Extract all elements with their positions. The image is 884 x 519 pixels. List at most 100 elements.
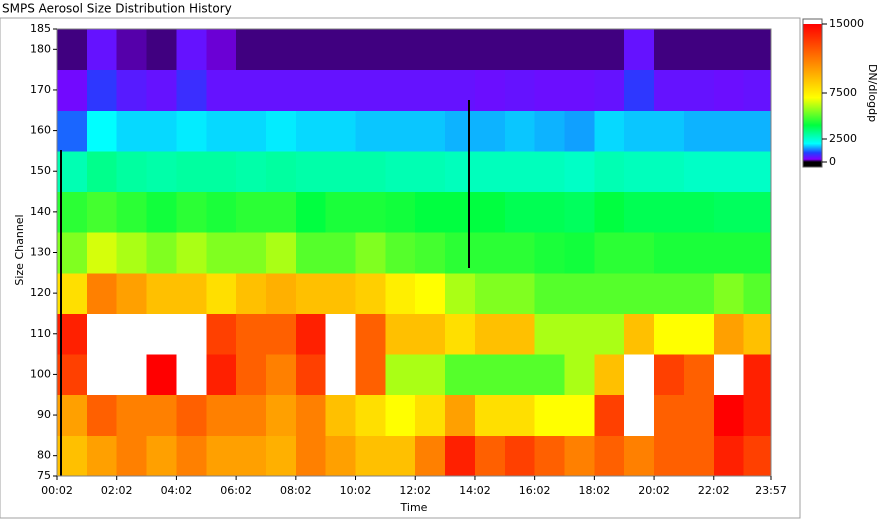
colorbar-strip [803,77,822,79]
heat-cell [116,354,148,396]
heat-cell [504,435,536,477]
heat-cell [474,435,506,477]
heat-cell [504,232,536,274]
heat-cell [713,69,745,111]
colorbar-strip [803,34,822,36]
heat-cell [504,69,536,111]
heat-cell [445,110,476,152]
heat-cell [713,394,745,436]
heat-cell [624,69,655,111]
colorbar-strip [803,140,822,142]
heat-cell [713,110,745,152]
heat-cell [713,191,745,233]
heat-cell [743,191,772,233]
heat-cell [445,354,476,396]
heat-cell [683,272,715,314]
heat-cell [355,232,386,274]
heat-cell [265,69,297,111]
heat-cell [176,29,207,71]
colorbar-strip [803,118,822,120]
heat-cell [534,110,566,152]
heat-cell [236,313,267,355]
colorbar-strip [803,103,822,105]
colorbar-strip [803,111,822,113]
colorbar-strip [803,86,822,88]
colorbar-strip [803,66,822,68]
heat-cell [295,29,327,71]
colorbar-strip [803,75,822,77]
heat-cell [116,110,148,152]
heat-cell [265,435,297,477]
colorbar-strip [803,95,822,97]
heat-cell [415,191,446,233]
heat-cell [265,191,297,233]
heat-cell [624,191,655,233]
heat-cell [445,313,476,355]
heat-cell [624,313,655,355]
colorbar-strip [803,149,822,151]
colorbar-strip [803,37,822,39]
heat-cell [474,354,506,396]
heat-cell [534,232,566,274]
colorbar-strip [803,160,822,162]
heat-cell [295,232,327,274]
x-tick-label: 20:02 [638,484,670,497]
x-tick-label: 22:02 [698,484,730,497]
heat-cell [743,435,772,477]
colorbar-strip [803,87,822,89]
colorbar-strip [803,85,822,87]
heat-cell [236,232,267,274]
colorbar-strip [803,109,822,111]
colorbar-strip [803,147,822,149]
colorbar-strip [803,132,822,134]
y-tick-label: 170 [30,83,51,96]
heat-cell [654,150,685,193]
colorbar-strip [803,100,822,102]
heat-cell [206,232,237,274]
colorbar-strip [803,112,822,114]
colorbar-strip [803,69,822,71]
heat-cell [176,272,207,314]
heat-cell [325,354,357,396]
colorbar-strip [803,53,822,55]
x-tick-label: 23:57 [755,484,787,497]
colorbar-strip [803,42,822,44]
colorbar-strip [803,157,822,159]
heat-cell [445,272,476,314]
heat-cell [146,29,177,71]
colorbar-strip [803,107,822,109]
heat-cell [385,313,416,355]
colorbar-strip [803,28,822,30]
heat-cell [534,150,566,193]
colorbar-strip [803,89,822,91]
heat-cell [743,29,772,71]
heat-cell [624,232,655,274]
heat-cell [206,313,237,355]
y-tick-label: 90 [37,408,51,421]
colorbar-strip [803,122,822,124]
heat-cell [564,313,595,355]
heat-cell [265,29,297,71]
heat-cell [355,354,386,396]
colorbar-strip [803,125,822,127]
colorbar-strip [803,98,822,100]
heat-cell [86,191,118,233]
heat-cell [355,394,386,436]
heat-cell [564,191,595,233]
heat-cell [146,435,177,477]
heat-cell [295,69,327,111]
colorbar-strip [803,74,822,76]
y-tick-label: 100 [30,367,51,380]
colorbar-strip [803,24,822,26]
heat-cell [474,394,506,436]
colorbar-strip [803,63,822,65]
colorbar-strip [803,41,822,43]
heat-cell [534,29,566,71]
heat-cell [146,394,177,436]
heat-cell [445,150,476,193]
heat-cell [654,69,685,111]
heat-cell [206,110,237,152]
heat-cell [743,394,772,436]
colorbar-strip [803,139,822,141]
colorbar-strip [803,62,822,64]
